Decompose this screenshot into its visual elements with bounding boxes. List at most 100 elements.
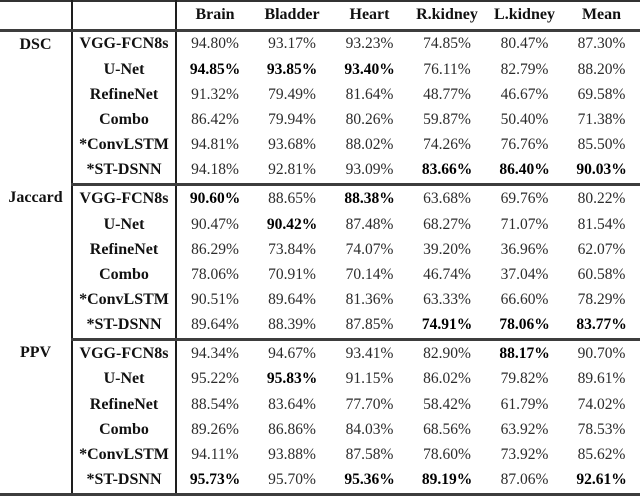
value-cell: 78.06% (486, 312, 563, 342)
table-row: U-Net 94.85% 93.85% 93.40% 76.11% 82.79%… (0, 57, 640, 83)
table-row: Jaccard VGG-FCN8s 90.60% 88.65% 88.38% 6… (0, 184, 640, 340)
method-cell: U-Net (72, 366, 177, 392)
value-cell: 84.03% (345, 420, 394, 438)
value-cell: 95.73% (189, 471, 241, 489)
value-cell: 87.48% (345, 215, 394, 233)
value-cell: 78.53% (577, 420, 626, 438)
section-jaccard: Jaccard VGG-FCN8s 90.60% 88.65% 88.38% 6… (0, 184, 640, 342)
header-row: Brain Bladder Heart R.kidney L.kidney Me… (0, 1, 640, 32)
table-row: RefineNet 88.54% 83.64% 77.70% 58.42% 61… (0, 391, 640, 418)
value-cell: 37.04% (500, 265, 549, 283)
method-header-cell-empty (72, 1, 177, 32)
column-header-rkidney: R.kidney (408, 1, 486, 32)
value-cell: 87.85% (331, 312, 408, 342)
method-cell: VGG-FCN8s (72, 184, 177, 213)
value-cell: 50.40% (500, 110, 549, 128)
value-cell: 48.77% (423, 85, 471, 103)
method-cell: *ConvLSTM (72, 287, 177, 313)
section-dsc: DSC VGG-FCN8s 94.80% 93.17% 93.23% 74.85… (0, 30, 640, 187)
value-cell: 78.29% (577, 290, 626, 308)
value-cell: 88.65% (268, 190, 316, 208)
method-cell: RefineNet (72, 391, 177, 418)
table-row: *ConvLSTM 94.81% 93.68% 88.02% 74.26% 76… (0, 132, 640, 158)
value-cell: 81.64% (345, 85, 394, 103)
value-cell: 70.91% (268, 265, 316, 283)
metric-header-cell-empty (0, 1, 73, 32)
value-cell: 89.26% (191, 420, 239, 438)
value-cell: 39.20% (423, 240, 471, 258)
value-cell: 93.23% (345, 35, 394, 53)
method-cell: VGG-FCN8s (72, 30, 177, 58)
column-header-bladder: Bladder (253, 1, 331, 32)
value-cell: 90.42% (266, 215, 318, 233)
value-cell: 94.67% (268, 345, 316, 362)
value-cell: 62.07% (577, 240, 626, 258)
value-cell: 93.17% (268, 35, 316, 53)
value-cell: 88.38% (344, 190, 395, 208)
value-cell: 61.79% (500, 395, 549, 413)
value-cell: 79.82% (500, 370, 549, 388)
table-row: U-Net 90.47% 90.42% 87.48% 68.27% 71.07%… (0, 212, 640, 238)
value-cell: 93.40% (344, 60, 395, 78)
value-cell: 69.58% (577, 85, 626, 103)
method-cell: *ST-DSNN (72, 312, 177, 342)
table-row: PPV VGG-FCN8s 94.34% 94.67% 93.41% 82.90… (0, 339, 640, 495)
value-cell: 92.81% (253, 157, 331, 187)
method-cell: Combo (72, 262, 177, 288)
value-cell: 87.58% (345, 445, 394, 463)
value-cell: 89.64% (268, 290, 316, 308)
value-cell: 89.64% (176, 312, 253, 342)
value-cell: 74.91% (408, 312, 486, 342)
value-cell: 93.41% (345, 345, 394, 362)
method-cell: U-Net (72, 212, 177, 238)
value-cell: 93.68% (268, 136, 316, 154)
metric-label-dsc: DSC (0, 30, 73, 185)
value-cell: 94.18% (176, 157, 253, 187)
value-cell: 95.70% (268, 471, 316, 489)
value-cell: 90.70% (577, 345, 626, 362)
value-cell: 76.76% (500, 136, 549, 154)
value-cell: 89.61% (577, 370, 626, 388)
table-row: U-Net 95.22% 95.83% 91.15% 86.02% 79.82%… (0, 366, 640, 392)
column-header-lkidney: L.kidney (486, 1, 563, 32)
value-cell: 74.26% (423, 136, 471, 154)
value-cell: 90.51% (191, 290, 239, 308)
table-row: *ConvLSTM 90.51% 89.64% 81.36% 63.33% 66… (0, 287, 640, 313)
value-cell: 63.92% (500, 420, 549, 438)
value-cell: 95.22% (191, 370, 239, 388)
value-cell: 74.07% (345, 240, 394, 258)
value-cell: 80.47% (500, 35, 549, 53)
table-row: RefineNet 86.29% 73.84% 74.07% 39.20% 36… (0, 237, 640, 263)
table-row: *ST-DSNN 95.73% 95.70% 95.36% 89.19% 87.… (0, 467, 640, 495)
value-cell: 85.62% (577, 445, 626, 463)
value-cell: 94.85% (189, 60, 241, 78)
value-cell: 88.20% (577, 60, 626, 78)
method-cell: RefineNet (72, 237, 177, 263)
method-cell: *ST-DSNN (72, 467, 177, 495)
method-cell: *ConvLSTM (72, 442, 177, 468)
value-cell: 85.50% (577, 136, 626, 154)
method-cell: VGG-FCN8s (72, 339, 177, 367)
value-cell: 86.29% (191, 240, 239, 258)
value-cell: 86.02% (423, 370, 471, 388)
table-row: Combo 86.42% 79.94% 80.26% 59.87% 50.40%… (0, 107, 640, 133)
value-cell: 91.15% (345, 370, 394, 388)
section-ppv: PPV VGG-FCN8s 94.34% 94.67% 93.41% 82.90… (0, 339, 640, 495)
value-cell: 63.33% (423, 290, 471, 308)
value-cell: 91.32% (191, 85, 239, 103)
value-cell: 94.81% (191, 136, 239, 154)
method-cell: RefineNet (72, 82, 177, 108)
table-row: Combo 89.26% 86.86% 84.03% 68.56% 63.92%… (0, 417, 640, 443)
value-cell: 63.68% (423, 190, 471, 208)
method-cell: U-Net (72, 57, 177, 83)
value-cell: 87.30% (577, 35, 626, 53)
value-cell: 79.94% (268, 110, 316, 128)
value-cell: 80.22% (577, 190, 626, 208)
value-cell: 94.11% (191, 445, 239, 463)
value-cell: 89.19% (421, 471, 473, 489)
column-header-brain: Brain (176, 1, 253, 32)
value-cell: 77.70% (345, 395, 394, 413)
value-cell: 68.56% (423, 420, 471, 438)
value-cell: 46.74% (423, 265, 471, 283)
